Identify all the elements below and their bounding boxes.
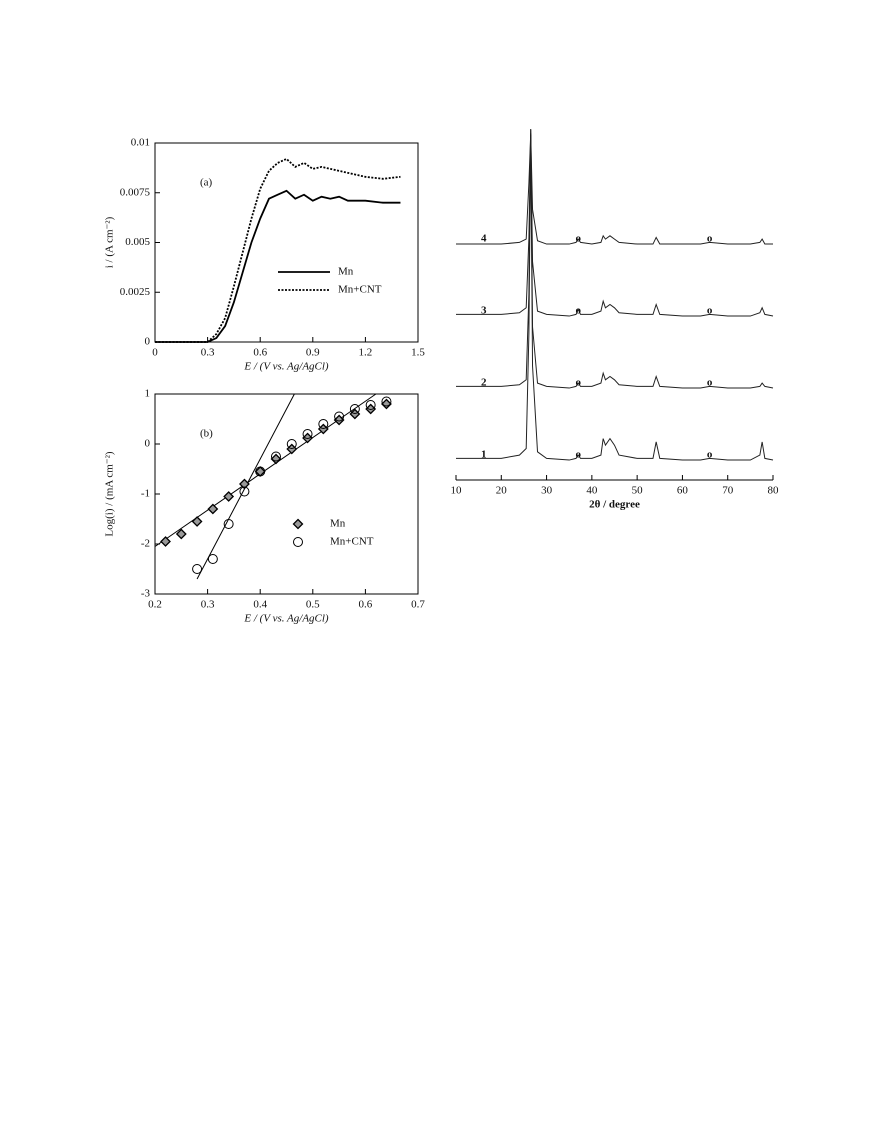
peak-marker: o bbox=[576, 377, 582, 389]
point bbox=[302, 429, 313, 439]
trace-label: 2 bbox=[481, 377, 487, 389]
x-tick-label: 50 bbox=[632, 485, 644, 497]
y-tick-label: 0.005 bbox=[125, 236, 150, 248]
legend-marker bbox=[293, 537, 303, 547]
point bbox=[192, 564, 203, 574]
x-tick-label: 80 bbox=[768, 485, 780, 497]
point bbox=[239, 478, 250, 490]
plot-frame bbox=[154, 142, 419, 343]
point bbox=[255, 466, 266, 477]
legend-label: Mn+CNT bbox=[338, 284, 382, 296]
point bbox=[270, 453, 282, 465]
x-tick-label: 30 bbox=[541, 485, 553, 497]
point bbox=[318, 419, 329, 429]
peak-marker: o bbox=[707, 449, 713, 461]
point bbox=[223, 519, 234, 529]
x-axis-label: E / (V vs. Ag/AgCl) bbox=[243, 613, 329, 625]
series-line bbox=[456, 129, 774, 317]
x-tick-label: 40 bbox=[586, 485, 598, 497]
y-tick-label: 0 bbox=[145, 438, 151, 450]
legend-label: Mn bbox=[338, 266, 354, 278]
x-tick-label: 1.5 bbox=[411, 347, 425, 359]
point bbox=[334, 411, 345, 422]
x-tick-label: 1.2 bbox=[359, 347, 373, 359]
peak-marker: o bbox=[707, 233, 713, 245]
plot-frame bbox=[154, 393, 419, 595]
x-tick-label: 60 bbox=[677, 485, 689, 497]
x-tick-label: 0.9 bbox=[306, 347, 320, 359]
point bbox=[207, 503, 219, 515]
y-tick-label: 0 bbox=[145, 336, 151, 348]
x-tick-label: 20 bbox=[496, 485, 508, 497]
point bbox=[191, 516, 203, 527]
y-tick-label: -3 bbox=[141, 588, 151, 600]
y-tick-label: 0.01 bbox=[131, 137, 150, 149]
point bbox=[175, 528, 187, 540]
x-tick-label: 0.5 bbox=[306, 599, 320, 611]
x-tick-label: 0.3 bbox=[201, 599, 215, 611]
x-tick-label: 10 bbox=[451, 485, 463, 497]
point bbox=[160, 536, 171, 547]
y-tick-label: -1 bbox=[141, 488, 150, 500]
peak-marker: o bbox=[576, 233, 582, 245]
point bbox=[207, 554, 218, 564]
y-axis-label: Log(i) / (mA cm⁻²) bbox=[104, 451, 116, 537]
y-tick-label: -2 bbox=[141, 538, 150, 550]
x-tick-label: 0.6 bbox=[253, 347, 267, 359]
legend-label: Mn+CNT bbox=[330, 536, 374, 548]
series-line bbox=[155, 157, 401, 343]
y-tick-label: 0.0075 bbox=[120, 186, 151, 198]
x-tick-label: 70 bbox=[722, 485, 734, 497]
series-line bbox=[456, 133, 773, 245]
x-tick-label: 0.2 bbox=[148, 599, 162, 611]
peak-marker: o bbox=[707, 377, 713, 389]
legend-label: Mn bbox=[330, 518, 346, 530]
series-line bbox=[155, 189, 401, 343]
peak-marker: o bbox=[576, 305, 582, 317]
series-line bbox=[456, 128, 774, 389]
x-tick-label: 0.6 bbox=[359, 599, 373, 611]
point bbox=[286, 439, 297, 449]
y-tick-label: 0.0025 bbox=[120, 286, 151, 298]
trace-label: 1 bbox=[481, 449, 487, 461]
series-line bbox=[456, 134, 774, 461]
x-axis-label: E / (V vs. Ag/AgCl) bbox=[243, 361, 329, 373]
panel-label: (b) bbox=[200, 428, 213, 440]
y-tick-label: 1 bbox=[145, 388, 151, 400]
point bbox=[333, 414, 345, 426]
x-tick-label: 0 bbox=[152, 347, 158, 359]
point bbox=[270, 451, 281, 462]
x-tick-label: 0.7 bbox=[411, 599, 425, 611]
x-axis-label: 2θ / degree bbox=[589, 499, 640, 511]
point bbox=[239, 486, 250, 497]
y-axis-label: i / (A cm⁻²) bbox=[104, 216, 116, 268]
trace-label: 3 bbox=[481, 305, 487, 317]
peak-marker: o bbox=[576, 449, 582, 461]
legend-marker bbox=[292, 518, 304, 530]
x-tick-label: 0.4 bbox=[253, 599, 267, 611]
panel-label: (a) bbox=[200, 177, 213, 189]
peak-marker: o bbox=[707, 305, 713, 317]
point bbox=[349, 404, 360, 414]
point bbox=[365, 400, 376, 410]
trace-label: 4 bbox=[481, 233, 487, 245]
point bbox=[381, 396, 392, 407]
x-tick-label: 0.3 bbox=[201, 347, 215, 359]
point bbox=[223, 491, 235, 502]
point bbox=[381, 398, 392, 410]
